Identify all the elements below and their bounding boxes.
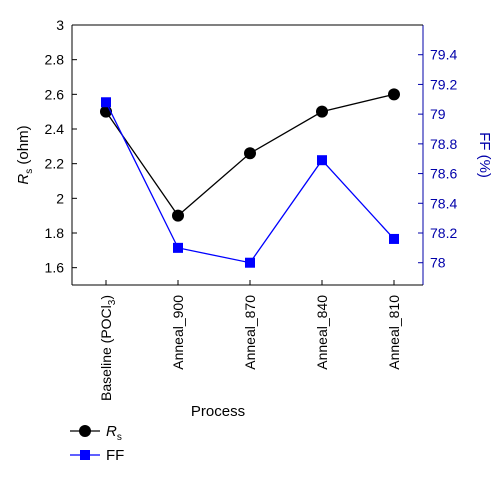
series-layer xyxy=(100,88,400,268)
x-tick-label-main: Anneal_900 xyxy=(170,295,186,370)
right-tick-label: 79.2 xyxy=(430,76,457,92)
x-tick-label: Anneal_870 xyxy=(242,295,258,370)
right-tick-label: 79.4 xyxy=(430,47,457,63)
x-axis-label: Process xyxy=(191,403,245,420)
rs-point xyxy=(388,88,400,101)
x-axis-ticks: Baseline (POCl3) Anneal_900 Anneal_870 Anne… xyxy=(98,280,402,401)
left-tick-label: 3 xyxy=(56,17,64,33)
right-tick-label: 78.6 xyxy=(430,166,457,182)
ff-point xyxy=(245,257,255,268)
x-tick-label-main: Anneal_870 xyxy=(242,295,258,370)
left-axis-ticks: 1.6 1.8 2 2.2 2.4 2.6 2.8 3 xyxy=(45,17,77,276)
left-tick-label: 1.6 xyxy=(45,260,65,276)
legend-ff-label: FF xyxy=(106,447,124,464)
legend-rs-marker xyxy=(79,425,91,437)
right-tick-label: 78.2 xyxy=(430,225,457,241)
legend-rs-label: Rs xyxy=(106,423,122,443)
left-tick-label: 2 xyxy=(56,190,64,206)
series-line-ff xyxy=(105,101,395,264)
x-tick-label-sub: 3 xyxy=(107,299,118,305)
ff-point xyxy=(389,233,399,244)
x-tick-label-tail: ) xyxy=(98,295,114,300)
legend: Rs FF xyxy=(70,423,124,464)
rs-point xyxy=(316,105,328,118)
rs-point xyxy=(244,147,256,160)
legend-ff-marker xyxy=(80,450,90,460)
left-tick-label: 1.8 xyxy=(45,225,65,241)
right-tick-label: 79 xyxy=(430,106,446,122)
x-tick-label-main: Baseline (POCl xyxy=(98,305,114,401)
ff-point xyxy=(317,155,327,166)
x-tick-label: Anneal_840 xyxy=(314,295,330,370)
left-axis-label: Rs (ohm) xyxy=(15,125,35,184)
x-tick-label: Anneal_810 xyxy=(386,295,402,370)
x-tick-label-main: Anneal_810 xyxy=(386,295,402,370)
right-tick-label: 78.4 xyxy=(430,195,457,211)
x-tick-label: Baseline (POCl3) xyxy=(98,295,118,401)
left-tick-label: 2.4 xyxy=(45,121,65,137)
x-tick-label: Anneal_900 xyxy=(170,295,186,370)
right-tick-label: 78 xyxy=(430,255,446,271)
x-tick-label-main: Anneal_840 xyxy=(314,295,330,370)
left-tick-label: 2.6 xyxy=(45,86,65,102)
ff-point xyxy=(173,242,183,253)
axes-frame xyxy=(71,24,424,286)
left-tick-label: 2.2 xyxy=(45,156,65,172)
right-tick-label: 78.8 xyxy=(430,136,457,152)
left-tick-label: 2.8 xyxy=(45,52,65,68)
ff-point xyxy=(101,97,111,108)
right-axis-ticks: 78 78.2 78.4 78.6 78.8 79 79.2 79.4 xyxy=(418,47,457,271)
right-axis-label: FF (%) xyxy=(476,132,493,178)
rs-point xyxy=(172,209,184,222)
